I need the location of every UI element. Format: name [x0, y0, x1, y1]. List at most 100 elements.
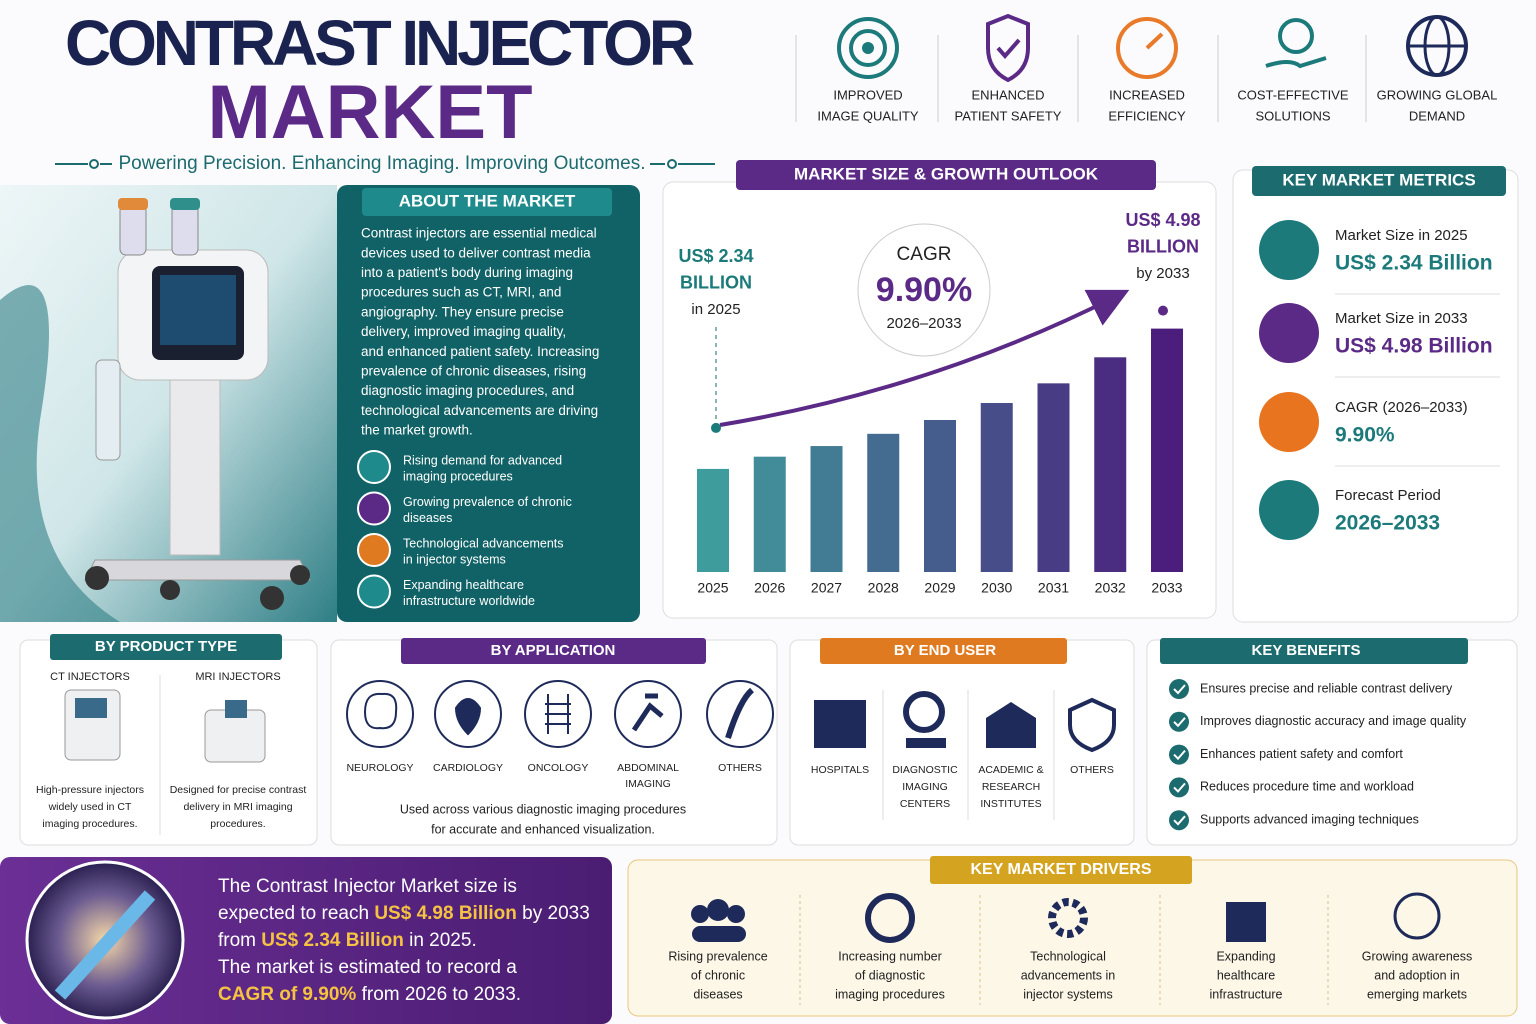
check-mark: [1173, 815, 1186, 826]
summary-highlight: US$ 2.34 Billion: [261, 930, 404, 951]
product-name: MRI INJECTORS: [195, 671, 280, 683]
summary-text: The market is estimated to record a: [218, 957, 517, 978]
highlight-label: COST-EFFECTIVE: [1237, 87, 1349, 102]
bar: [753, 456, 786, 572]
benefit-text: Ensures precise and reliable contrast de…: [1200, 681, 1453, 695]
section-title: KEY BENEFITS: [1252, 642, 1361, 659]
about-point: Technological advancements: [403, 536, 564, 550]
metric-value: US$ 4.98 Billion: [1335, 335, 1493, 358]
x-tick-label: 2031: [1038, 580, 1069, 596]
check-icon: [1169, 810, 1189, 831]
section-title: KEY MARKET METRICS: [1282, 170, 1475, 189]
application-label: CARDIOLOGY: [433, 762, 503, 774]
bar: [697, 468, 729, 572]
summary-line: The Contrast Injector Market size is: [218, 876, 517, 897]
summary-text: by 2033: [517, 903, 590, 924]
tagline-ornament: [55, 159, 715, 169]
check-icon: [1169, 744, 1189, 765]
about-text: the market growth.: [361, 423, 473, 438]
about-text: into a patient's body during imaging: [361, 265, 573, 280]
end-user-label: ACADEMIC &: [978, 764, 1043, 776]
end-user-label: CENTERS: [900, 798, 950, 810]
metric-label: CAGR (2026–2033): [1335, 399, 1468, 416]
end-user-label: INSTITUTES: [980, 798, 1041, 810]
metric-value: US$ 2.34 Billion: [1335, 252, 1493, 275]
bar: [867, 433, 900, 572]
end-user-label: RESEARCH: [982, 781, 1040, 793]
application-label: ABDOMINAL: [617, 762, 679, 774]
x-tick-label: 2027: [811, 580, 842, 596]
x-tick-label: 2025: [697, 580, 728, 596]
application-note: for accurate and enhanced visualization.: [431, 822, 655, 836]
driver-label: Increasing number: [838, 949, 942, 963]
bottom-panels: [19, 639, 1518, 846]
highlight-label: ENHANCED: [972, 87, 1045, 102]
application-label: OTHERS: [718, 762, 762, 774]
value-annotation: by 2033: [1136, 265, 1189, 282]
driver-label: Expanding: [1216, 949, 1275, 963]
summary-highlight: CAGR of 9.90%: [218, 984, 356, 1005]
driver-label: diseases: [693, 987, 742, 1001]
bar: [1094, 357, 1127, 572]
application-icons: [346, 680, 774, 748]
summary-text: from: [218, 930, 261, 951]
chart-title-pill: [736, 160, 1156, 190]
application-label: IMAGING: [625, 778, 671, 790]
point-icon: [357, 450, 391, 484]
summary-text: from 2026 to 2033.: [356, 984, 521, 1005]
metric-value: 9.90%: [1335, 424, 1395, 447]
about-text: and enhanced patient safety. Increasing: [361, 344, 599, 359]
metric-icon: [1259, 220, 1319, 280]
cagr-circle: [857, 223, 991, 357]
driver-label: imaging procedures: [835, 987, 945, 1001]
x-tick-label: 2029: [924, 580, 955, 596]
bar: [810, 446, 843, 572]
driver-label: Rising prevalence: [668, 949, 767, 963]
highlight-label: INCREASED: [1109, 87, 1185, 102]
metric-label: Forecast Period: [1335, 487, 1441, 504]
end-user-label: HOSPITALS: [811, 764, 869, 776]
check-mark: [1173, 749, 1186, 761]
driver-label: and adoption in: [1374, 968, 1460, 982]
driver-label: of chronic: [691, 968, 745, 982]
value-annotation: in 2025: [691, 301, 740, 318]
check-mark: [1173, 717, 1186, 728]
product-images: [64, 675, 266, 835]
about-point: in injector systems: [403, 552, 506, 566]
summary-line: expected to reach US$ 4.98 Billion by 20…: [218, 903, 590, 924]
x-tick-label: 2030: [981, 580, 1012, 596]
product-desc: procedures.: [210, 818, 265, 830]
metric-label: Market Size in 2033: [1335, 310, 1468, 327]
summary-line: CAGR of 9.90% from 2026 to 2033.: [218, 984, 521, 1005]
value-annotation: BILLION: [1127, 236, 1199, 256]
application-note: Used across various diagnostic imaging p…: [400, 802, 686, 816]
x-tick-label: 2028: [868, 580, 899, 596]
end-user-label: OTHERS: [1070, 764, 1114, 776]
about-text: delivery, improved imaging quality,: [361, 324, 566, 339]
highlight-label: IMPROVED: [833, 87, 902, 102]
drivers-title-pill: [930, 856, 1192, 884]
bar: [980, 403, 1013, 572]
section-title: ABOUT THE MARKET: [399, 191, 576, 210]
check-icon: [1169, 711, 1189, 732]
product-desc: delivery in MRI imaging: [183, 801, 292, 813]
x-tick-label: 2026: [754, 580, 785, 596]
about-text: diagnostic imaging procedures, and: [361, 383, 574, 398]
check-mark: [1173, 782, 1186, 793]
product-desc: widely used in CT: [48, 801, 132, 813]
title: CONTRAST INJECTOR: [65, 7, 695, 79]
driver-label: injector systems: [1023, 987, 1113, 1001]
bar: [1037, 383, 1070, 572]
highlight-label: IMAGE QUALITY: [817, 108, 918, 123]
application-label: ONCOLOGY: [528, 762, 589, 774]
highlight-label: DEMAND: [1409, 108, 1465, 123]
benefit-text: Enhances patient safety and comfort: [1200, 747, 1403, 761]
section-title: BY APPLICATION: [491, 642, 616, 659]
summary-line: The market is estimated to record a: [218, 957, 517, 978]
product-desc: Designed for precise contrast: [170, 784, 307, 796]
product-desc: imaging procedures.: [42, 818, 137, 830]
summary-text: The Contrast Injector Market size is: [218, 876, 517, 897]
x-tick-label: 2032: [1095, 580, 1126, 596]
